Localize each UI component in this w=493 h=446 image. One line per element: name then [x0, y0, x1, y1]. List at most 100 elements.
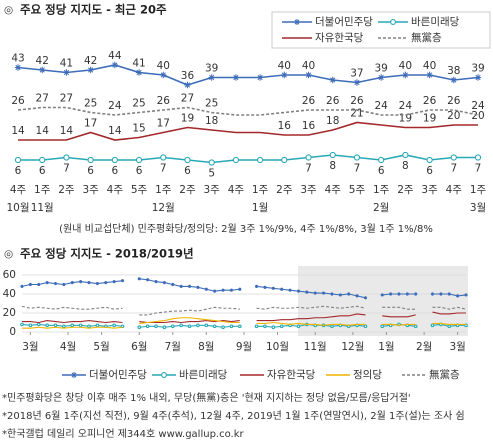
marker: [161, 372, 167, 378]
data-label: 26: [11, 95, 25, 107]
marker: [263, 324, 267, 329]
x-tick-label: 3주: [300, 184, 317, 196]
x-tick-label: 1주: [252, 184, 269, 196]
x-tick-label: 11월: [304, 341, 327, 353]
marker: [63, 154, 70, 161]
marker: [464, 293, 468, 297]
marker: [281, 156, 288, 164]
marker: [71, 372, 77, 378]
marker: [430, 292, 435, 296]
marker: [426, 156, 433, 164]
data-label: 6: [426, 165, 433, 177]
legend-label: 더불어민주당: [315, 16, 373, 28]
data-label: 39: [471, 63, 484, 75]
title-icon: ◎: [4, 4, 13, 16]
marker: [338, 293, 342, 297]
data-label: 8: [402, 160, 409, 172]
marker: [187, 284, 192, 288]
marker: [53, 281, 58, 286]
marker: [208, 74, 215, 81]
marker: [135, 156, 143, 164]
x-tick-label: 2주: [397, 184, 414, 196]
marker: [456, 294, 460, 298]
marker: [135, 69, 143, 76]
data-label: 14: [36, 125, 50, 137]
marker: [87, 324, 91, 329]
series-line: [22, 317, 466, 329]
data-label: 25: [84, 98, 97, 110]
marker: [254, 284, 259, 288]
marker: [279, 324, 284, 329]
marker: [447, 292, 451, 296]
data-label: 40: [278, 60, 291, 72]
marker: [363, 324, 368, 329]
data-label: 19: [181, 113, 194, 125]
marker: [179, 323, 183, 328]
x-tick-label: 1주: [34, 184, 51, 196]
data-label: 7: [354, 163, 361, 175]
data-label: 43: [11, 53, 24, 65]
data-label: 26: [447, 95, 461, 107]
x-tick-label: 4주: [325, 184, 342, 196]
data-label: 7: [305, 163, 312, 175]
marker: [402, 151, 409, 159]
marker: [296, 289, 301, 293]
legend-label: 바른미래당: [179, 369, 228, 381]
marker: [162, 281, 167, 285]
data-label: 5: [208, 168, 215, 180]
data-label: 37: [350, 68, 363, 80]
legend-label: 자유한국당: [315, 32, 364, 44]
marker: [78, 323, 83, 328]
marker: [160, 154, 167, 161]
marker: [380, 324, 385, 329]
month-label: 3월: [470, 202, 486, 214]
x-tick-label: 2주: [58, 184, 75, 196]
marker: [62, 324, 66, 329]
legend-label: 無黨층: [411, 31, 442, 44]
x-tick-label: 7월: [165, 341, 181, 353]
x-tick-label: 5주: [349, 184, 366, 196]
marker: [162, 325, 167, 330]
x-tick-label: 4주: [446, 184, 463, 196]
data-label: 44: [108, 50, 122, 62]
data-label: 6: [111, 165, 118, 177]
legend-label: 無黨층: [429, 368, 460, 381]
data-label: 14: [11, 125, 25, 137]
marker: [95, 281, 99, 286]
marker: [20, 284, 24, 288]
marker: [179, 284, 183, 288]
x-tick-label: 3월: [449, 341, 465, 353]
marker: [271, 286, 275, 290]
data-label: 36: [181, 70, 195, 82]
marker: [196, 285, 200, 289]
marker: [39, 156, 46, 164]
x-tick-label: 2주: [179, 184, 196, 196]
marker: [145, 324, 150, 329]
x-tick-label: 3주: [204, 184, 221, 196]
marker: [45, 323, 49, 328]
footnote: *2018년 6월 1주(지선 직전), 9월 4주(추석), 12월 4주, …: [2, 410, 465, 422]
data-label: 6: [15, 165, 22, 177]
marker: [196, 323, 200, 328]
data-label: 38: [447, 65, 460, 77]
marker: [237, 324, 242, 329]
marker: [204, 323, 209, 328]
marker: [70, 281, 74, 285]
data-label: 40: [157, 60, 170, 72]
x-tick-label: 4주: [10, 184, 27, 196]
marker: [14, 156, 22, 164]
data-label: 7: [475, 163, 482, 175]
legend-label: 정의당: [353, 369, 382, 381]
data-label: 41: [60, 58, 73, 70]
marker: [53, 323, 58, 328]
marker: [329, 76, 336, 84]
marker: [112, 323, 116, 328]
marker: [305, 71, 312, 79]
marker: [380, 293, 384, 297]
data-label: 42: [84, 55, 97, 67]
marker: [187, 324, 192, 329]
series-line: [17, 64, 479, 86]
marker: [171, 282, 175, 287]
footnote: *민주평화당은 창당 이후 매주 1% 내외, 무당(無黨)층은 '현재 지지하…: [2, 391, 411, 404]
